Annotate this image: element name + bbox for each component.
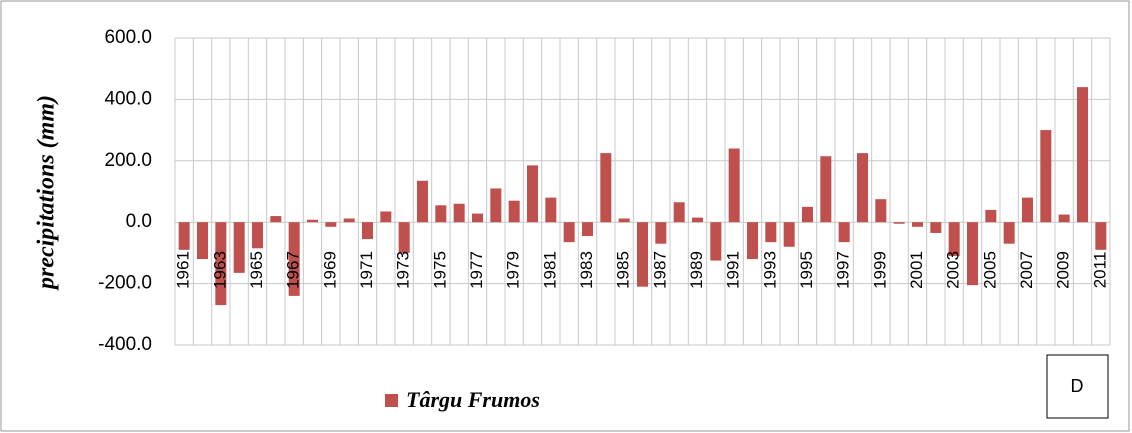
bar (545, 197, 557, 223)
bar (508, 200, 520, 223)
bar (527, 165, 538, 223)
bar (398, 222, 410, 253)
x-tick-label: 1979 (504, 251, 523, 289)
y-tick-label: 400.0 (104, 88, 152, 109)
bar (912, 222, 923, 227)
bar (600, 153, 612, 223)
bar (838, 222, 850, 243)
y-tick-label: -200.0 (98, 273, 152, 294)
bar (783, 222, 795, 247)
y-axis-title: precipitations (mm) (34, 95, 60, 291)
x-tick-label: 1977 (467, 251, 486, 289)
bar (1058, 214, 1070, 223)
bar (563, 222, 575, 243)
bar (1003, 222, 1015, 244)
x-tick-label: 2007 (1017, 251, 1036, 289)
bar (252, 222, 263, 249)
bar (233, 222, 245, 273)
bar (178, 222, 190, 250)
bar (435, 205, 447, 223)
bar (875, 199, 887, 223)
y-tick-label: 0.0 (126, 211, 152, 232)
x-tick-label: 1965 (247, 251, 266, 289)
bar (692, 217, 703, 223)
x-tick-label: 1963 (210, 251, 229, 289)
bar (215, 222, 227, 306)
bar (618, 218, 630, 223)
bar (270, 216, 282, 223)
bar (582, 222, 593, 237)
x-tick-label: 1985 (614, 251, 633, 289)
x-tick-label: 1987 (650, 251, 669, 289)
bar (490, 188, 502, 223)
bar (1040, 130, 1052, 223)
bar (765, 222, 777, 243)
bar (655, 222, 667, 244)
bar (728, 148, 740, 223)
x-tick-label: 1981 (540, 251, 559, 289)
legend-label: Târgu Frumos (406, 387, 540, 412)
bar (1022, 197, 1033, 223)
bar (948, 222, 960, 256)
y-tick-label: 600.0 (104, 27, 152, 48)
x-tick-label: 1993 (760, 251, 779, 289)
x-tick-label: 1989 (687, 251, 706, 289)
bar (197, 222, 208, 260)
x-tick-label: 1961 (174, 251, 193, 289)
x-tick-label: 1983 (577, 251, 596, 289)
x-tick-label: 2011 (1090, 252, 1109, 289)
x-tick-label: 1969 (320, 251, 339, 289)
bar (1095, 222, 1107, 250)
x-tick-label: 2003 (944, 251, 963, 289)
x-tick-label: 1997 (834, 251, 853, 289)
bar (930, 222, 942, 233)
bar (288, 222, 300, 296)
x-tick-label: 2005 (980, 251, 999, 289)
bar (325, 222, 337, 227)
bar (417, 180, 428, 223)
x-tick-label: 2009 (1054, 251, 1073, 289)
bar (472, 213, 483, 223)
y-tick-label: -400.0 (98, 334, 152, 355)
bar (343, 218, 355, 223)
bar (820, 156, 832, 223)
bar (1077, 87, 1088, 223)
x-tick-label: 1999 (870, 251, 889, 289)
bar (710, 222, 722, 261)
x-tick-label: 1975 (430, 251, 449, 289)
annotation: D (1071, 376, 1084, 396)
x-tick-label: 1973 (394, 251, 413, 289)
x-tick-label: 1991 (724, 251, 743, 289)
x-tick-label: 2001 (907, 251, 926, 289)
x-tick-label: 1967 (284, 251, 303, 289)
bar (802, 206, 813, 223)
x-tick-label: 1971 (357, 251, 376, 289)
bar (637, 222, 648, 287)
bar (967, 222, 978, 286)
bar (673, 202, 685, 223)
bar (747, 222, 758, 260)
y-tick-label: 200.0 (104, 150, 152, 171)
bar (857, 153, 868, 223)
bar (453, 203, 465, 223)
annotation-box (1046, 354, 1109, 419)
bar (985, 209, 997, 223)
bar (307, 219, 318, 223)
bar (362, 222, 373, 240)
bar (893, 222, 905, 224)
bar (380, 211, 392, 223)
x-tick-label: 1995 (797, 251, 816, 289)
legend-swatch (385, 394, 398, 407)
